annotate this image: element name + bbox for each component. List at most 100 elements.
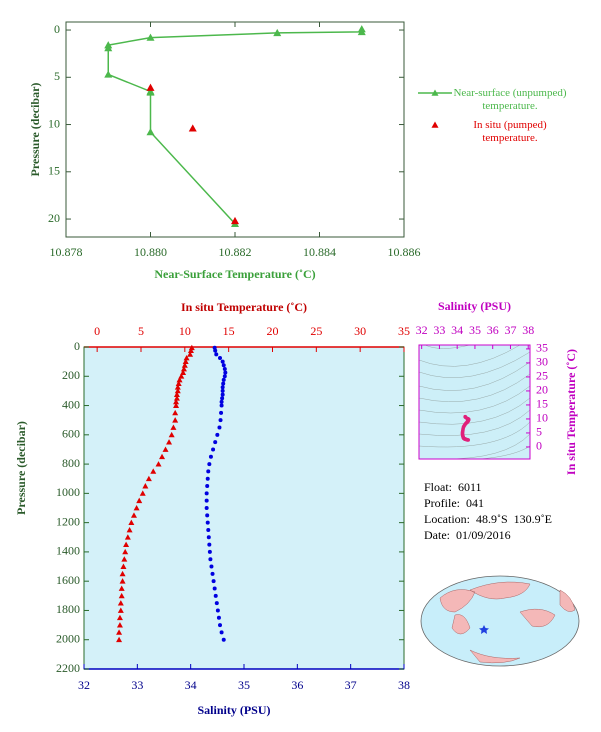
temperature-point [145, 475, 152, 482]
temperature-point [130, 512, 137, 518]
data-point [357, 27, 366, 36]
salinity-point [204, 506, 209, 510]
temperature-point [168, 431, 175, 438]
axis-frame [65, 21, 405, 238]
data-point [104, 43, 113, 52]
temperature-point [181, 362, 188, 368]
temperature-point [116, 629, 123, 635]
inset-x-label: Salinity (PSU) [438, 299, 511, 313]
legend-label: Near-surface (unpumped) temperature. [453, 87, 567, 112]
x-tick-label: 33 [131, 678, 143, 692]
temperature-point [116, 636, 123, 643]
x2-tick-label: 35 [398, 324, 410, 338]
temperature-point [116, 622, 123, 628]
data-point [146, 128, 155, 136]
salinity-point [216, 615, 221, 620]
y-tick-label: 0 [54, 22, 60, 36]
float-info: Location: 48.9˚S 130.9˚E [424, 512, 552, 526]
x-tick-label: 10.882 [219, 245, 252, 259]
salinity-point [219, 399, 224, 404]
float-info: Float: 6011 [424, 480, 482, 494]
salinity-point [222, 366, 227, 371]
x-tick-label: 10.878 [50, 245, 83, 259]
temperature-point [133, 505, 140, 511]
salinity-point [219, 403, 224, 408]
temperature-point [180, 365, 187, 372]
x2-tick-label: 20 [266, 324, 278, 338]
axis-label: In situ Temperature (˚C) [181, 300, 307, 314]
salinity-point [206, 469, 211, 474]
legend-label: In situ (pumped) temperature. [473, 119, 547, 144]
data-point [146, 33, 155, 41]
data-point [146, 88, 155, 96]
temperature-point [173, 398, 180, 405]
y-tick-label: 400 [62, 397, 80, 411]
salinity-point [220, 396, 225, 401]
inset-y-tick-label: 30 [536, 355, 548, 369]
temperature-point [182, 358, 189, 365]
salinity-point [219, 410, 224, 415]
temperature-point [172, 417, 179, 423]
salinity-point [206, 527, 211, 532]
plot-background [84, 347, 404, 669]
salinity-point [217, 425, 222, 430]
y-tick-label: 20 [48, 211, 60, 225]
temperature-point [173, 395, 180, 401]
ts-point [466, 438, 470, 442]
y-axis-label: Pressure (decibar) [14, 421, 28, 515]
axis-label: Salinity (PSU) [197, 703, 270, 717]
salinity-point [211, 579, 216, 584]
temperature-point [183, 354, 190, 361]
legend-marker [431, 121, 439, 128]
temperature-point [178, 373, 185, 379]
y-axis-label: Pressure (decibar) [28, 83, 42, 177]
temperature-point [118, 585, 125, 591]
salinity-point [213, 593, 218, 598]
salinity-point [220, 388, 225, 393]
salinity-point [221, 381, 226, 386]
salinity-point [221, 637, 226, 642]
temperature-point [166, 439, 173, 445]
y-tick-label: 1800 [56, 602, 80, 616]
float-info: Date: 01/09/2016 [424, 528, 511, 542]
x2-tick-label: 10 [179, 324, 191, 338]
y-tick-label: 10 [48, 116, 60, 130]
inset-x-tick-label: 37 [504, 323, 516, 337]
temperature-point [124, 534, 131, 540]
temperature-point [173, 391, 180, 397]
salinity-point [220, 385, 225, 390]
salinity-point [209, 564, 214, 569]
y-tick-label: 15 [48, 164, 60, 178]
salinity-point [207, 462, 212, 467]
x2-tick-label: 0 [94, 324, 100, 338]
temperature-point [162, 446, 169, 452]
inset-y-tick-label: 10 [536, 411, 548, 425]
inset-y-tick-label: 0 [536, 439, 542, 453]
y-tick-label: 5 [54, 69, 60, 83]
x-tick-label: 38 [398, 678, 410, 692]
salinity-point [215, 608, 220, 613]
x-tick-label: 35 [238, 678, 250, 692]
float-info: Profile: 041 [424, 496, 484, 510]
temperature-point [175, 380, 182, 386]
temperature-point [176, 376, 183, 383]
y-tick-label: 600 [62, 427, 80, 441]
y-tick-label: 1000 [56, 485, 80, 499]
temperature-point [187, 347, 194, 354]
salinity-point [220, 359, 225, 364]
salinity-point [218, 418, 223, 423]
salinity-point [221, 363, 226, 368]
x-tick-label: 10.880 [134, 245, 167, 259]
x2-tick-label: 5 [138, 324, 144, 338]
data-point [231, 216, 239, 225]
inset-y-tick-label: 25 [536, 369, 548, 383]
inset-x-tick-label: 34 [451, 323, 463, 337]
salinity-point [220, 392, 225, 397]
inset-y-tick-label: 20 [536, 383, 548, 397]
salinity-point [208, 557, 213, 562]
x2-tick-label: 30 [354, 324, 366, 338]
temperature-point [172, 409, 179, 416]
salinity-point [204, 491, 209, 496]
x-tick-label: 10.886 [388, 245, 421, 259]
inset-y-tick-label: 5 [536, 425, 542, 439]
